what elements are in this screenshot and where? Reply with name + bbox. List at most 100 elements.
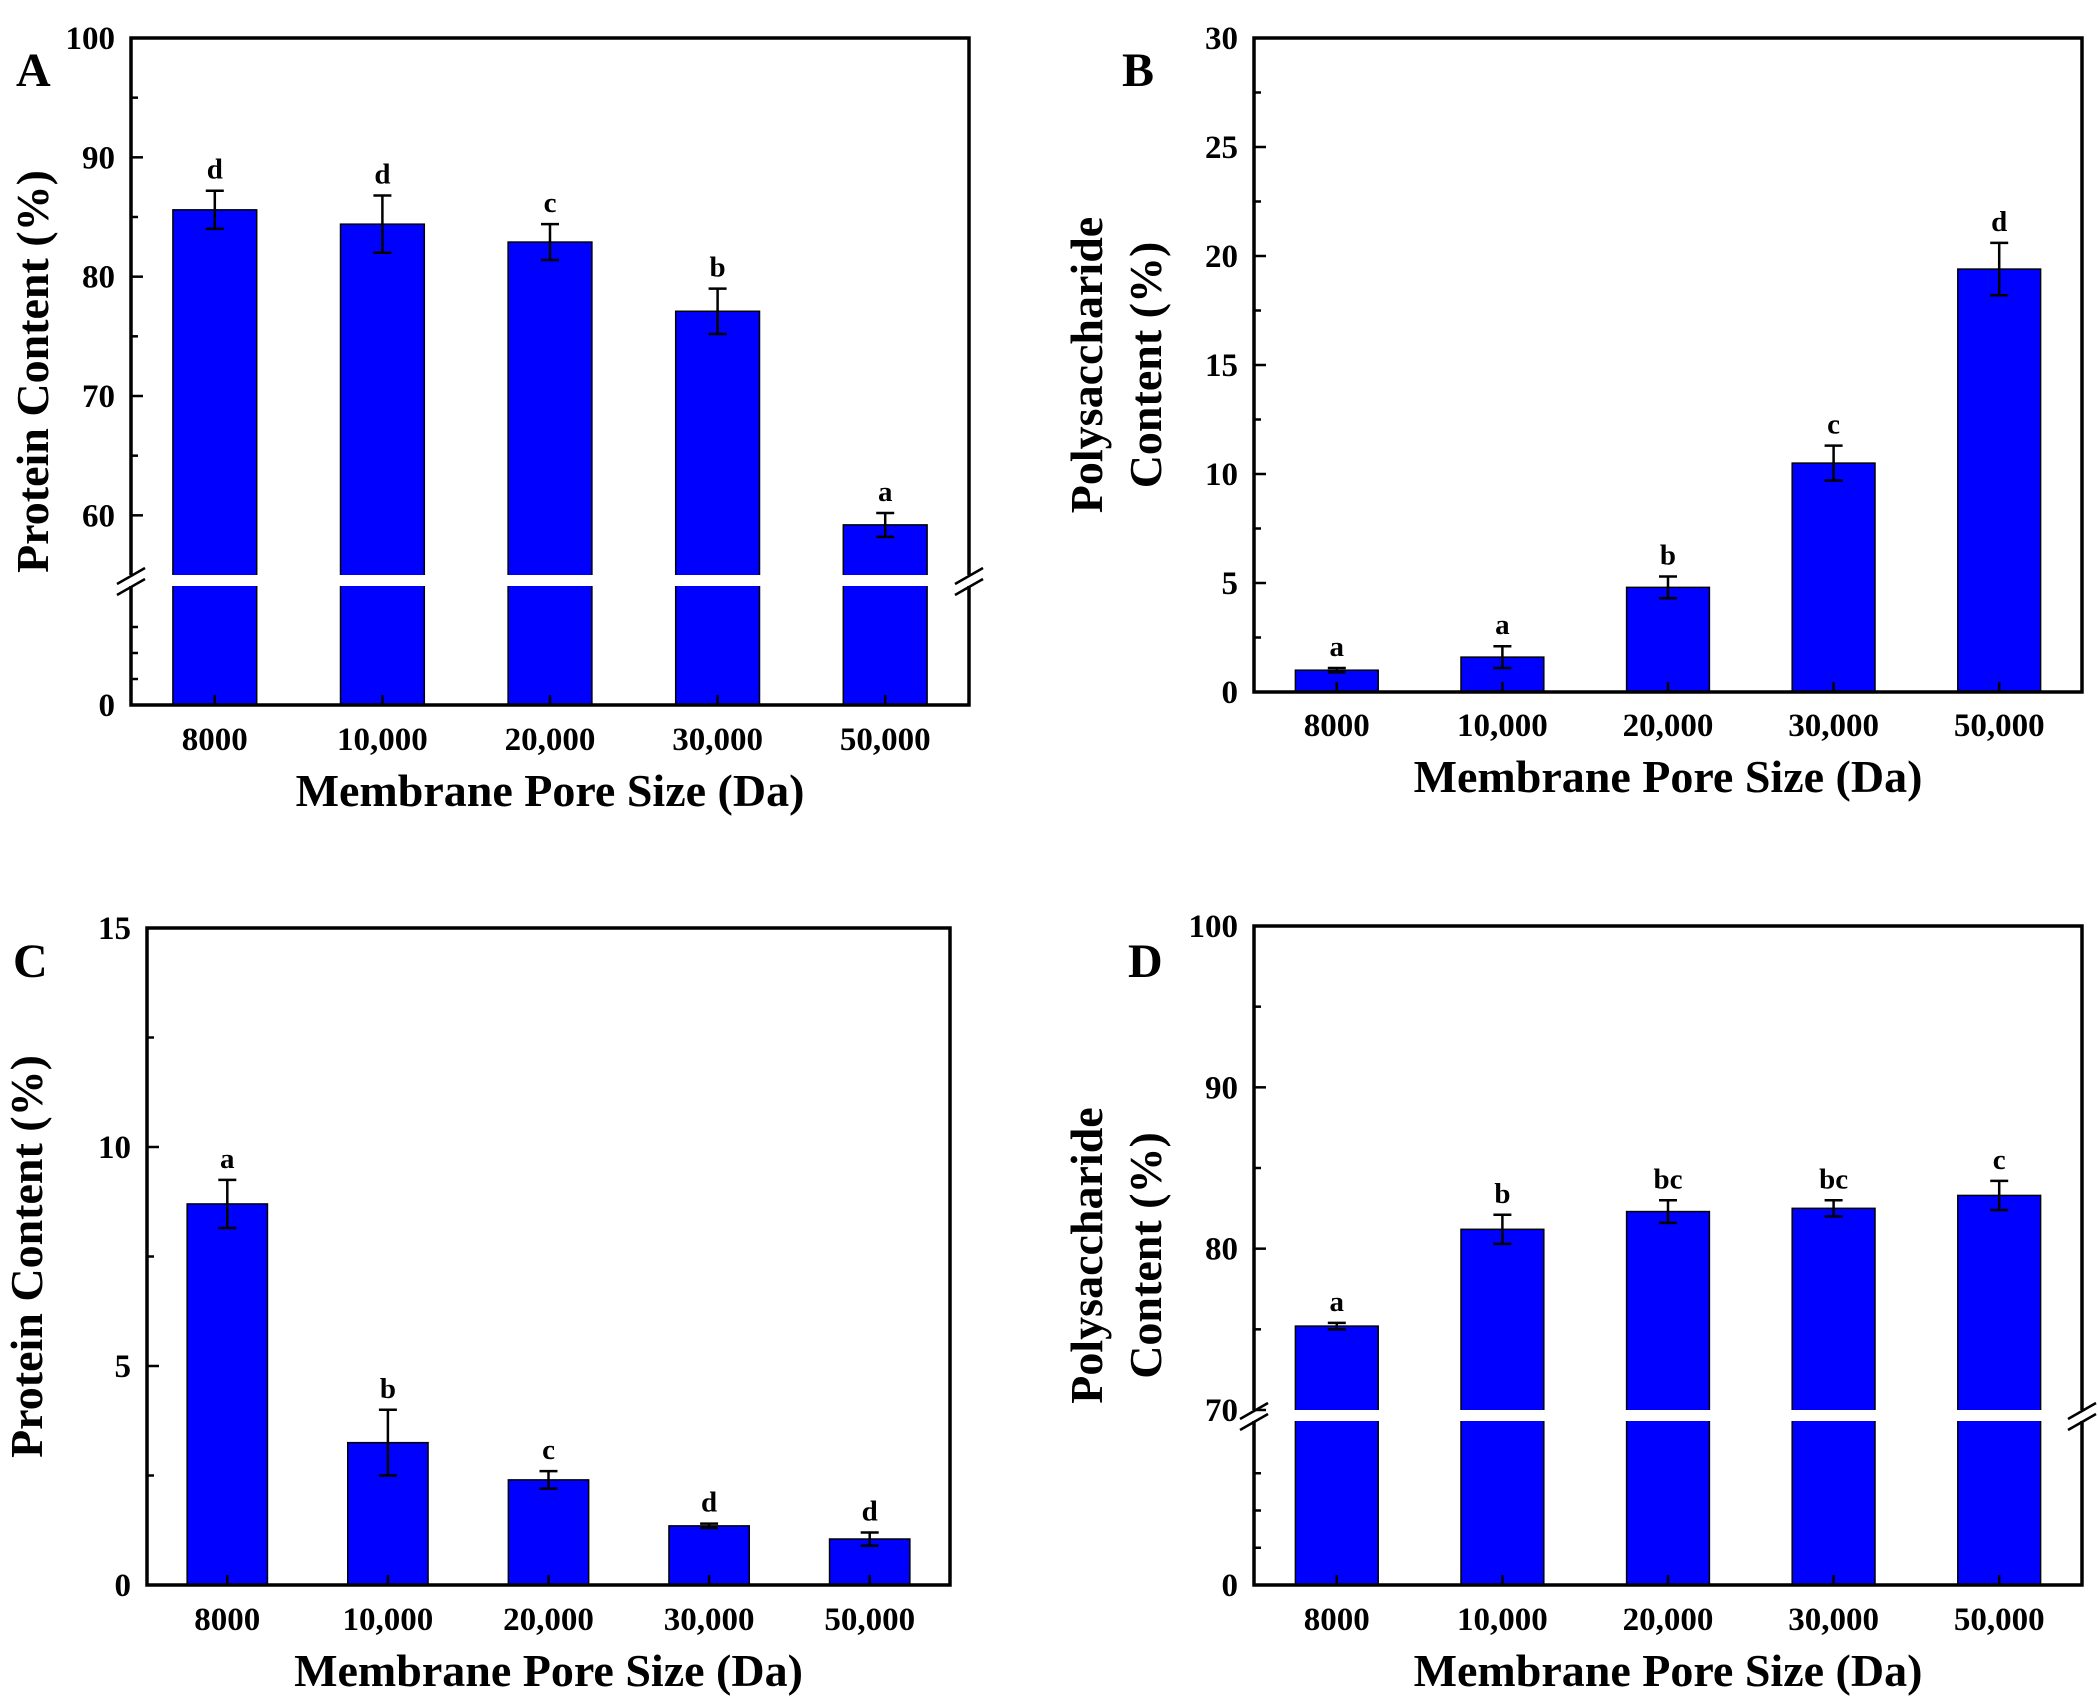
significance-label: d [207,154,223,186]
y-tick-label: 100 [1189,909,1239,945]
error-bar [539,1469,558,1490]
error-bar [1327,666,1346,674]
axis-break-mark [954,577,984,597]
significance-label: c [544,187,557,219]
y-tick-label: 90 [82,140,115,176]
bar [1294,1325,1379,1586]
y-axis-title: Polysaccharide [1061,1107,1112,1403]
axis-break-cover [1250,1410,1258,1421]
significance-label: bc [1819,1163,1848,1195]
significance-label: d [701,1487,717,1519]
significance-label: bc [1654,1163,1683,1195]
error-bar [1493,644,1512,670]
error-bar [205,189,224,231]
panel-label: D [1128,935,1163,988]
y-tick-label: 90 [1205,1070,1238,1106]
bar [1625,1210,1711,1586]
y-tick-label: 60 [82,498,115,534]
bar [1791,1207,1876,1586]
x-tick-label: 30,000 [1788,1602,1879,1638]
y-tick-label: 15 [98,911,131,947]
y-tick-label: 70 [82,379,115,415]
x-tick-label: 8000 [182,722,248,758]
x-tick-label: 20,000 [505,722,596,758]
bar [172,209,258,706]
significance-label: c [1827,409,1840,441]
y-axis-title: Content (%) [1120,242,1171,489]
axis-break-cover [127,575,135,586]
y-tick-label: 5 [1222,566,1239,602]
error-bar [541,222,559,262]
error-bar [860,1531,879,1547]
bar [339,223,426,706]
error-bar [700,1522,719,1530]
axis-break-mark [954,566,984,586]
error-bar [1659,1199,1677,1225]
y-tick-label: 0 [1222,675,1239,711]
axis-break-mark [2067,1412,2097,1432]
error-bar [218,1178,237,1230]
y-tick-label: 100 [66,21,116,57]
error-bar [1659,575,1677,600]
y-tick-label: 0 [99,688,116,724]
x-tick-label: 30,000 [1788,708,1879,744]
bar [674,310,761,706]
x-tick-label: 50,000 [1954,708,2045,744]
axis-break-cover [2078,1410,2086,1421]
bar [1957,268,2042,693]
error-bar [1990,1179,2009,1212]
x-tick-label: 30,000 [672,722,763,758]
significance-label: a [1330,1286,1345,1318]
significance-label: b [710,252,726,284]
y-axis-title: Polysaccharide [1061,217,1112,513]
error-bar [1824,444,1843,482]
significance-label: a [1330,631,1345,663]
error-bar [876,511,895,539]
axis-break-mark [2067,1401,2097,1421]
y-tick-label: 80 [1205,1232,1238,1268]
x-tick-label: 8000 [194,1602,260,1638]
x-axis-title: Membrane Pore Size (Da) [1414,1645,1923,1696]
x-tick-label: 20,000 [503,1602,594,1638]
y-axis-title: Protein Content (%) [7,170,58,573]
significance-label: b [1494,1178,1510,1210]
x-tick-label: 8000 [1304,1602,1370,1638]
significance-label: c [542,1434,555,1466]
bar [1460,1228,1545,1586]
significance-label: d [374,159,390,191]
axis-break-gap [130,575,970,586]
x-tick-label: 10,000 [1457,708,1548,744]
x-axis-title: Membrane Pore Size (Da) [294,1645,803,1696]
y-tick-label: 5 [115,1349,132,1385]
x-tick-label: 50,000 [824,1602,915,1638]
x-axis-title: Membrane Pore Size (Da) [296,765,805,816]
y-tick-label: 80 [82,260,115,296]
error-bar [1327,1321,1346,1331]
y-axis-title: Content (%) [1120,1132,1171,1379]
error-bar [373,194,392,255]
axis-break-gap [1253,1410,2083,1421]
x-tick-label: 50,000 [840,722,931,758]
x-tick-label: 50,000 [1954,1602,2045,1638]
x-tick-label: 20,000 [1623,708,1714,744]
significance-label: c [1993,1144,2006,1176]
panel-c: Ca 8000 b 10,000 c 20,000 d 30,000 d 50,000 0 5 10 15… [1,911,952,1696]
axis-break-mark [116,566,146,586]
significance-label: d [862,1495,878,1527]
y-tick-label: 0 [1222,1568,1239,1604]
error-bar [708,287,727,336]
y-axis-title: Protein Content (%) [1,1055,52,1458]
bar [507,241,593,706]
axis-break [116,566,984,597]
error-bar [1990,241,2009,297]
x-tick-label: 30,000 [664,1602,755,1638]
y-tick-label: 20 [1205,239,1238,275]
bar [1957,1194,2042,1586]
axis-break-mark [116,577,146,597]
bar [1791,462,1876,693]
y-tick-label: 70 [1205,1393,1238,1429]
x-tick-label: 8000 [1304,708,1370,744]
x-tick-label: 10,000 [337,722,428,758]
significance-label: a [220,1143,235,1175]
